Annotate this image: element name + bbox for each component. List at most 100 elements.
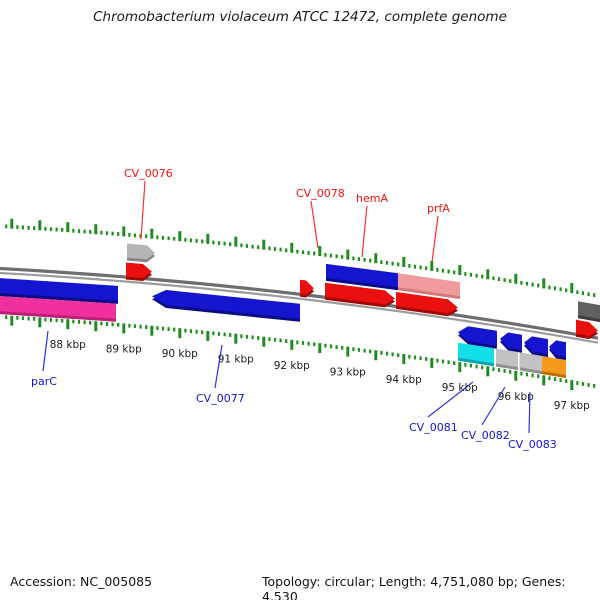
ruler-tick-minor-bottom — [89, 320, 92, 325]
ruler-tick-major-bottom — [290, 339, 294, 350]
ruler-tick-major-bottom — [430, 357, 434, 368]
ruler-tick-major-bottom — [374, 350, 378, 361]
cds-blue-2[interactable] — [500, 332, 522, 350]
label-cv0077[interactable]: CV_0077 — [196, 392, 245, 405]
ruler-tick-minor-top — [279, 247, 282, 252]
label-cv0081-callout-line — [427, 381, 474, 418]
ruler-tick-minor-bottom — [189, 329, 193, 334]
ruler-tick-minor-top — [117, 232, 120, 236]
ruler-tick-minor-top — [503, 278, 506, 282]
ruler-tick-minor-top — [357, 257, 361, 261]
ruler-tick-minor-bottom — [593, 384, 596, 388]
ruler-tick-major-top — [234, 236, 238, 247]
ruler-tick-minor-top — [201, 239, 204, 244]
cds-cv0078[interactable] — [300, 279, 314, 295]
ruler-tick-minor-bottom — [525, 372, 529, 377]
cds-right[interactable] — [576, 319, 598, 337]
gene-bar-cv0076[interactable] — [127, 243, 155, 260]
ruler-tick-minor-bottom — [369, 349, 372, 354]
ruler-tick-minor-bottom — [565, 379, 568, 383]
label-cv0083[interactable]: CV_0083 — [508, 438, 557, 451]
ruler-tick-major-bottom — [318, 343, 322, 354]
ruler-tick-minor-top — [55, 227, 58, 232]
ruler-tick-major-top — [94, 224, 98, 235]
ruler-tick-minor-top — [240, 243, 243, 248]
ruler-tick-minor-top — [335, 254, 338, 259]
ruler-tick-minor-top — [245, 244, 249, 248]
gene-bar-orange[interactable] — [542, 356, 566, 376]
ruler-kbp-label: 93 kbp — [330, 367, 366, 379]
ruler-tick-minor-top — [61, 228, 64, 232]
cds-cv0077[interactable] — [152, 290, 300, 319]
ruler-tick-minor-bottom — [419, 356, 422, 361]
ruler-tick-major-top — [178, 231, 182, 242]
gene-bar-prfa[interactable] — [398, 273, 460, 297]
ruler-tick-minor-top — [156, 235, 159, 240]
label-prfa[interactable]: prfA — [427, 202, 450, 215]
label-hema[interactable]: hemA — [356, 192, 388, 205]
gene-bar-hema[interactable] — [326, 263, 398, 288]
label-cv0081[interactable]: CV_0081 — [409, 421, 458, 434]
ruler-tick-minor-bottom — [497, 368, 501, 372]
ruler-tick-major-top — [374, 253, 378, 264]
label-hema-callout-line — [361, 205, 368, 258]
cds-blue-4[interactable] — [549, 340, 566, 358]
gene-bar-gray-1[interactable] — [496, 348, 518, 368]
ruler-tick-minor-bottom — [464, 362, 467, 367]
label-cv0082[interactable]: CV_0082 — [461, 429, 510, 442]
ruler-tick-minor-top — [425, 266, 428, 271]
ruler-tick-minor-bottom — [55, 318, 58, 323]
cds-hema[interactable] — [325, 282, 395, 305]
ruler-tick-minor-top — [324, 253, 327, 257]
label-parc[interactable]: parC — [31, 375, 57, 388]
ruler-kbp-label: 91 kbp — [218, 354, 254, 366]
ruler-tick-minor-top — [363, 257, 366, 262]
ruler-tick-minor-top — [268, 246, 271, 251]
ruler-tick-major-top — [206, 233, 210, 244]
cds-parc[interactable] — [0, 277, 118, 301]
ruler-tick-minor-top — [33, 226, 36, 230]
label-cv0077-callout-line — [214, 344, 223, 389]
cds-blue-3[interactable] — [524, 336, 548, 355]
ruler-kbp-label: 88 kbp — [50, 339, 86, 351]
ruler-tick-minor-bottom — [492, 367, 495, 371]
ruler-tick-major-bottom — [542, 375, 546, 386]
ruler-tick-minor-top — [49, 227, 53, 232]
ruler-tick-minor-bottom — [72, 319, 75, 324]
cds-cv0081[interactable] — [458, 326, 497, 346]
ruler-tick-major-bottom — [486, 366, 490, 377]
label-cv0076-callout-line — [140, 180, 146, 240]
ruler-tick-minor-top — [587, 292, 590, 297]
ruler-tick-minor-bottom — [212, 331, 215, 336]
ruler-tick-minor-bottom — [352, 347, 355, 352]
cds-cv0076[interactable] — [126, 262, 152, 278]
label-cv0078[interactable]: CV_0078 — [296, 187, 345, 200]
ruler-kbp-label: 97 kbp — [554, 400, 590, 412]
label-cv0076[interactable]: CV_0076 — [124, 167, 173, 180]
ruler-tick-minor-bottom — [441, 359, 445, 364]
ruler-tick-minor-bottom — [257, 336, 260, 340]
gene-bar-cyan[interactable] — [458, 342, 494, 364]
gene-bar-parc[interactable] — [0, 295, 116, 319]
ruler-tick-minor-top — [413, 264, 417, 269]
ruler-tick-minor-bottom — [531, 373, 534, 378]
ruler-tick-minor-top — [385, 260, 389, 265]
ruler-tick-minor-bottom — [520, 371, 523, 376]
ruler-tick-major-top — [122, 226, 126, 237]
gene-bar-right[interactable] — [578, 301, 600, 321]
ruler-tick-minor-bottom — [139, 324, 142, 329]
ruler-kbp-label: 90 kbp — [162, 348, 198, 360]
ruler-tick-minor-top — [195, 239, 198, 243]
ruler-tick-minor-bottom — [117, 322, 120, 327]
ruler-tick-minor-top — [531, 282, 534, 287]
ruler-tick-major-bottom — [178, 328, 182, 339]
ruler-tick-minor-bottom — [21, 316, 25, 321]
ruler-tick-minor-top — [453, 270, 456, 275]
ruler-tick-minor-top — [72, 228, 75, 233]
ruler-tick-minor-bottom — [324, 343, 327, 348]
ruler-tick-minor-top — [481, 274, 484, 279]
ruler-tick-major-bottom — [150, 325, 154, 336]
status-bar: Accession: NC_005085 Topology: circular;… — [0, 574, 600, 600]
gene-bar-gray-2[interactable] — [519, 352, 542, 372]
cds-prfa[interactable] — [396, 291, 458, 314]
